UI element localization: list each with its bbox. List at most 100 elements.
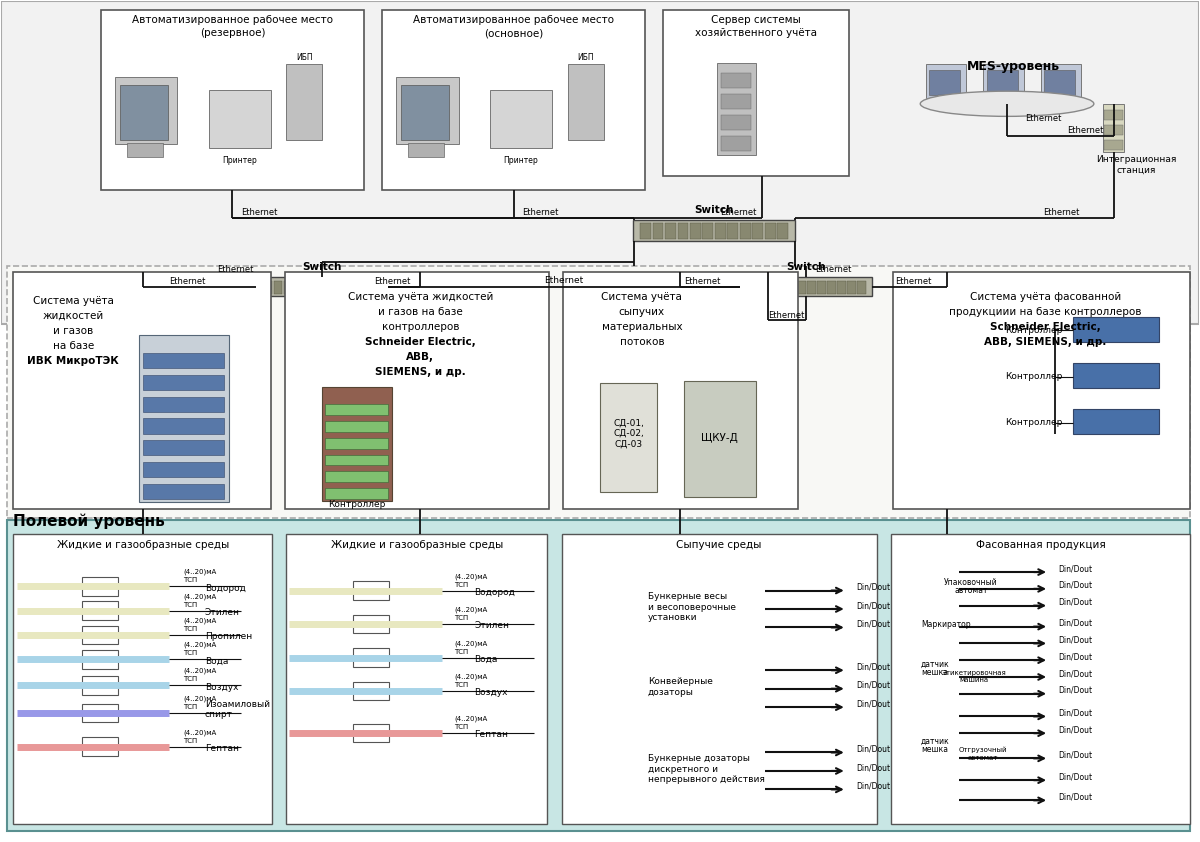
Text: (4..20)мА: (4..20)мА [184, 617, 217, 624]
FancyBboxPatch shape [82, 577, 118, 595]
FancyBboxPatch shape [334, 281, 342, 294]
FancyBboxPatch shape [684, 381, 756, 497]
FancyBboxPatch shape [287, 64, 323, 140]
FancyBboxPatch shape [983, 64, 1024, 98]
Text: ТСП: ТСП [184, 651, 198, 657]
Text: ABB, SIEMENS, и др.: ABB, SIEMENS, и др. [984, 337, 1106, 347]
Text: сыпучих: сыпучих [619, 306, 665, 317]
Text: Ethernet: Ethernet [545, 275, 583, 285]
FancyBboxPatch shape [294, 281, 302, 294]
FancyBboxPatch shape [1104, 140, 1123, 150]
Text: Din/Dout: Din/Dout [1058, 686, 1093, 695]
Text: (4..20)мА: (4..20)мА [454, 674, 487, 680]
FancyBboxPatch shape [702, 223, 713, 239]
FancyBboxPatch shape [82, 676, 118, 695]
Text: Маркиратор: Маркиратор [920, 620, 971, 629]
FancyBboxPatch shape [890, 535, 1190, 823]
Text: и газов: и газов [53, 326, 94, 336]
Text: Ethernet: Ethernet [684, 277, 720, 286]
Text: Водород: Водород [474, 588, 515, 597]
FancyBboxPatch shape [408, 143, 444, 157]
FancyBboxPatch shape [304, 281, 312, 294]
Text: Ethernet: Ethernet [816, 265, 852, 274]
Text: Switch: Switch [302, 263, 342, 273]
Text: материальных: материальных [601, 322, 683, 332]
Text: Din/Dout: Din/Dout [857, 663, 890, 671]
FancyBboxPatch shape [115, 77, 178, 144]
Text: (4..20)мА: (4..20)мА [454, 606, 487, 613]
Text: Контроллер: Контроллер [1004, 418, 1062, 427]
Text: контроллеров: контроллеров [382, 322, 460, 332]
Text: Ethernet: Ethernet [522, 208, 558, 217]
FancyBboxPatch shape [343, 281, 352, 294]
Text: Водород: Водород [205, 584, 246, 593]
FancyBboxPatch shape [7, 520, 1190, 830]
Text: ТСП: ТСП [184, 578, 198, 584]
FancyBboxPatch shape [13, 535, 272, 823]
Text: Автоматизированное рабочее место: Автоматизированное рабочее место [413, 15, 614, 25]
FancyBboxPatch shape [353, 615, 389, 633]
Text: Бункерные весы
и весоповерочные
установки: Бункерные весы и весоповерочные установк… [648, 593, 736, 622]
Text: Switch: Switch [786, 263, 826, 273]
Text: Жидкие и газообразные среды: Жидкие и газообразные среды [331, 541, 503, 550]
FancyBboxPatch shape [143, 375, 224, 390]
FancyBboxPatch shape [325, 421, 388, 432]
FancyBboxPatch shape [727, 223, 738, 239]
FancyBboxPatch shape [721, 115, 751, 130]
FancyBboxPatch shape [1, 2, 1199, 324]
FancyBboxPatch shape [740, 278, 871, 296]
Text: (4..20)мА: (4..20)мА [184, 729, 217, 736]
FancyBboxPatch shape [1104, 125, 1123, 135]
FancyBboxPatch shape [143, 397, 224, 412]
Text: Этилен: Этилен [474, 621, 509, 631]
FancyBboxPatch shape [857, 281, 865, 294]
Text: Ethernet: Ethernet [1025, 115, 1061, 124]
FancyBboxPatch shape [274, 281, 282, 294]
Text: Din/Dout: Din/Dout [1058, 792, 1093, 802]
FancyBboxPatch shape [286, 273, 548, 509]
FancyBboxPatch shape [353, 581, 389, 600]
Text: Din/Dout: Din/Dout [1058, 725, 1093, 734]
Text: ТСП: ТСП [184, 676, 198, 683]
Text: хозяйственного учёта: хозяйственного учёта [695, 29, 817, 38]
FancyBboxPatch shape [1103, 104, 1124, 152]
Text: Система учёта: Система учёта [32, 296, 114, 306]
Text: СД-01,
СД-02,
СД-03: СД-01, СД-02, СД-03 [613, 418, 644, 449]
Text: Сервер системы: Сервер системы [712, 15, 802, 25]
FancyBboxPatch shape [325, 455, 388, 466]
FancyBboxPatch shape [721, 72, 751, 88]
FancyBboxPatch shape [325, 472, 388, 482]
Text: ТСП: ТСП [454, 616, 468, 621]
Text: мешка: мешка [920, 745, 948, 754]
Text: Этикетировочная: Этикетировочная [941, 669, 1006, 676]
Text: Контроллер: Контроллер [329, 500, 385, 509]
Text: Система учёта фасованной: Система учёта фасованной [970, 292, 1121, 301]
Text: Полевой уровень: Полевой уровень [13, 513, 166, 529]
FancyBboxPatch shape [264, 281, 272, 294]
FancyBboxPatch shape [893, 273, 1190, 509]
FancyBboxPatch shape [986, 70, 1018, 95]
Text: Принтер: Принтер [504, 156, 539, 164]
FancyBboxPatch shape [827, 281, 835, 294]
FancyBboxPatch shape [563, 273, 798, 509]
Text: ТСП: ТСП [184, 626, 198, 632]
FancyBboxPatch shape [82, 601, 118, 620]
Text: ТСП: ТСП [454, 649, 468, 655]
Text: Din/Dout: Din/Dout [1058, 564, 1093, 573]
Text: (4..20)мА: (4..20)мА [454, 716, 487, 722]
FancyBboxPatch shape [1073, 317, 1159, 342]
FancyBboxPatch shape [752, 223, 763, 239]
Text: Контроллер: Контроллер [1004, 372, 1062, 381]
FancyBboxPatch shape [1073, 409, 1159, 434]
Text: Din/Dout: Din/Dout [1058, 709, 1093, 717]
FancyBboxPatch shape [82, 738, 118, 756]
Text: Din/Dout: Din/Dout [857, 763, 890, 772]
Text: Гептан: Гептан [205, 743, 239, 753]
Text: ИБП: ИБП [577, 53, 594, 62]
Text: Din/Dout: Din/Dout [1058, 653, 1093, 661]
FancyBboxPatch shape [287, 535, 547, 823]
Text: Din/Dout: Din/Dout [857, 744, 890, 754]
FancyBboxPatch shape [313, 281, 322, 294]
FancyBboxPatch shape [764, 223, 775, 239]
FancyBboxPatch shape [718, 62, 756, 155]
